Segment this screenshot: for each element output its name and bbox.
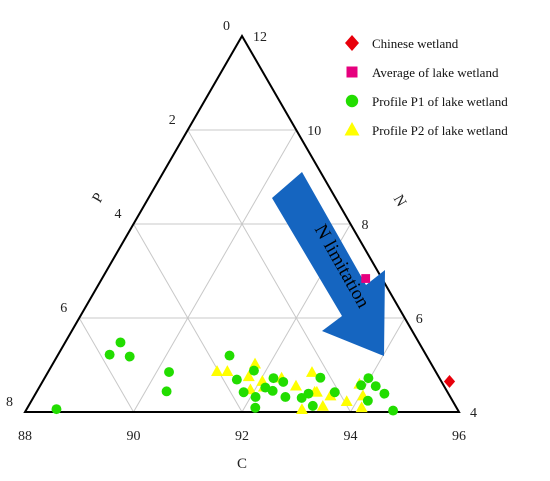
- tick-label-c: 92: [235, 429, 249, 444]
- data-point-circle: [379, 388, 390, 399]
- data-point-circle: [224, 350, 235, 361]
- data-points: [51, 274, 456, 416]
- data-point-circle: [267, 385, 278, 396]
- grid-line: [78, 317, 134, 413]
- n-limitation-annotation: N limitation: [272, 172, 385, 356]
- tick-label-p: 2: [169, 113, 176, 128]
- tick-label-n: 4: [470, 406, 477, 421]
- data-point-circle: [356, 380, 367, 391]
- legend-label: Average of lake wetland: [372, 65, 499, 80]
- data-point-triangle: [289, 379, 302, 391]
- data-point-circle: [329, 387, 340, 398]
- data-point-circle: [362, 395, 373, 406]
- data-point-circle: [250, 402, 261, 413]
- tick-label-c: 90: [127, 429, 141, 444]
- legend-marker-square: [346, 66, 358, 78]
- axis-label-c: C: [237, 456, 247, 472]
- data-point-circle: [278, 376, 289, 387]
- data-point-triangle: [221, 365, 234, 376]
- tick-label-n: 10: [307, 124, 321, 139]
- data-point-square: [361, 274, 371, 283]
- data-point-triangle: [242, 370, 255, 382]
- data-point-circle: [303, 388, 314, 399]
- data-point-circle: [363, 373, 374, 384]
- tick-label-p: 8: [6, 395, 13, 410]
- data-point-circle: [238, 387, 249, 398]
- tick-label-n: 12: [253, 30, 267, 45]
- data-point-triangle: [355, 401, 368, 413]
- triangle-outline: [23, 33, 461, 413]
- data-point-circle: [268, 373, 279, 384]
- data-point-circle: [124, 351, 135, 362]
- tick-label-c: 88: [18, 429, 32, 444]
- data-point-circle: [104, 349, 115, 360]
- tick-label-n: 8: [362, 218, 369, 233]
- data-point-circle: [161, 386, 172, 397]
- data-point-triangle: [295, 403, 308, 415]
- data-point-circle: [250, 392, 261, 402]
- triangle-frame: [23, 33, 461, 413]
- data-point-circle: [388, 405, 399, 416]
- tick-label-p: 6: [60, 301, 67, 316]
- data-point-circle: [51, 404, 62, 415]
- data-point-circle: [115, 337, 126, 348]
- legend-label: Profile P1 of lake wetland: [372, 94, 508, 109]
- tick-label-p: 0: [223, 19, 230, 34]
- legend: Chinese wetland Average of lake wetland Pr…: [344, 35, 508, 138]
- axis-label-p: P: [90, 190, 108, 205]
- data-point-circle: [370, 381, 381, 392]
- data-point-circle: [248, 365, 259, 376]
- tick-label-n: 6: [416, 312, 423, 327]
- tick-label-c: 94: [344, 429, 358, 444]
- legend-label: Profile P2 of lake wetland: [372, 123, 508, 138]
- grid-line: [133, 223, 243, 413]
- data-point-circle: [307, 400, 318, 411]
- data-point-triangle: [211, 365, 224, 376]
- legend-label: Chinese wetland: [372, 36, 459, 51]
- data-point-triangle: [249, 357, 262, 369]
- tick-labels: 88 90 92 94 96 0 2 4 6 8 4 6 8 10 12: [6, 19, 477, 444]
- legend-marker-diamond: [345, 35, 359, 51]
- grid-line: [133, 129, 297, 413]
- data-point-circle: [231, 374, 242, 385]
- data-point-triangle: [316, 399, 329, 411]
- grid-line: [187, 129, 351, 413]
- data-point-diamond: [443, 375, 456, 388]
- n-limitation-arrow: [272, 172, 385, 356]
- data-point-triangle: [305, 366, 318, 377]
- axis-label-n: N: [390, 192, 409, 210]
- data-point-triangle: [324, 389, 337, 401]
- data-point-triangle: [340, 395, 353, 407]
- legend-marker-triangle: [344, 122, 360, 136]
- legend-marker-circle: [345, 94, 359, 108]
- tick-label-p: 4: [115, 207, 122, 222]
- tick-label-c: 96: [452, 429, 466, 444]
- data-point-circle: [164, 367, 174, 378]
- data-point-circle: [315, 372, 326, 383]
- data-point-circle: [280, 392, 291, 402]
